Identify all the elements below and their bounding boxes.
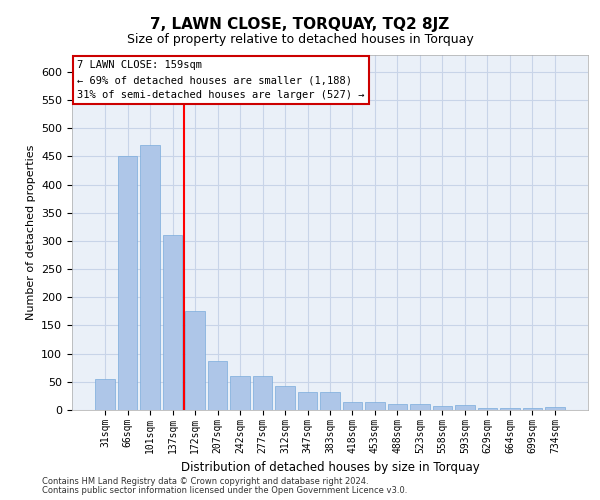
Bar xyxy=(95,379,115,410)
Bar xyxy=(118,156,137,410)
Text: 7 LAWN CLOSE: 159sqm
← 69% of detached houses are smaller (1,188)
31% of semi-de: 7 LAWN CLOSE: 159sqm ← 69% of detached h… xyxy=(77,60,365,100)
Bar xyxy=(275,386,295,410)
Text: Contains public sector information licensed under the Open Government Licence v3: Contains public sector information licen… xyxy=(42,486,407,495)
Bar xyxy=(208,361,227,410)
Bar xyxy=(230,376,250,410)
Text: Contains HM Land Registry data © Crown copyright and database right 2024.: Contains HM Land Registry data © Crown c… xyxy=(42,477,368,486)
Bar xyxy=(455,406,475,410)
Bar xyxy=(253,376,272,410)
Bar xyxy=(410,404,430,410)
X-axis label: Distribution of detached houses by size in Torquay: Distribution of detached houses by size … xyxy=(181,461,479,474)
Text: 7, LAWN CLOSE, TORQUAY, TQ2 8JZ: 7, LAWN CLOSE, TORQUAY, TQ2 8JZ xyxy=(151,18,449,32)
Bar xyxy=(298,392,317,410)
Bar xyxy=(478,408,497,410)
Bar xyxy=(388,404,407,410)
Bar xyxy=(185,312,205,410)
Bar xyxy=(433,406,452,410)
Bar xyxy=(140,145,160,410)
Bar xyxy=(523,408,542,410)
Bar xyxy=(365,402,385,410)
Bar xyxy=(500,408,520,410)
Y-axis label: Number of detached properties: Number of detached properties xyxy=(26,145,35,320)
Bar xyxy=(320,392,340,410)
Bar xyxy=(545,407,565,410)
Bar xyxy=(163,236,182,410)
Bar xyxy=(343,402,362,410)
Text: Size of property relative to detached houses in Torquay: Size of property relative to detached ho… xyxy=(127,32,473,46)
